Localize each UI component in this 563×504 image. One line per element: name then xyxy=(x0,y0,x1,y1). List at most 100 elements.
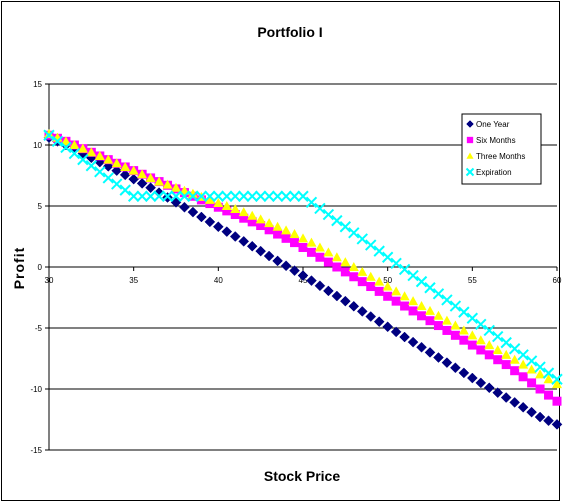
data-point xyxy=(229,231,241,242)
data-point xyxy=(196,211,207,223)
data-point xyxy=(484,350,494,360)
data-point xyxy=(222,206,232,216)
data-point xyxy=(145,172,156,182)
data-point xyxy=(483,382,495,394)
data-point xyxy=(398,263,411,276)
data-point xyxy=(127,190,140,202)
data-point xyxy=(500,336,512,349)
data-point xyxy=(450,330,460,340)
data-point xyxy=(179,201,190,213)
data-point xyxy=(373,316,385,328)
data-point xyxy=(103,154,114,164)
data-point xyxy=(111,158,122,168)
data-point xyxy=(171,182,181,192)
data-point xyxy=(390,326,402,338)
data-point xyxy=(255,214,266,224)
data-point xyxy=(170,190,182,202)
data-point xyxy=(534,411,546,423)
data-point xyxy=(449,300,462,312)
data-point xyxy=(255,245,267,257)
x-tick-label: 60 xyxy=(553,276,562,285)
data-point xyxy=(120,161,131,171)
data-point xyxy=(323,247,334,257)
data-point xyxy=(492,387,504,399)
y-tick-label: 10 xyxy=(33,141,42,150)
data-point xyxy=(136,190,148,202)
data-point xyxy=(509,354,520,364)
data-point xyxy=(348,227,360,239)
data-point xyxy=(51,135,64,148)
data-point xyxy=(339,295,351,307)
data-point xyxy=(551,373,563,385)
data-point xyxy=(212,190,225,202)
data-point xyxy=(340,267,350,277)
data-point xyxy=(465,167,475,177)
data-point xyxy=(365,311,377,322)
data-point xyxy=(408,306,418,316)
data-point xyxy=(475,377,487,389)
data-point xyxy=(543,415,554,427)
legend-entry: Six Months xyxy=(466,136,516,145)
data-point xyxy=(230,210,240,220)
data-point xyxy=(314,202,326,215)
data-point xyxy=(264,225,274,235)
data-point xyxy=(331,252,342,262)
data-point xyxy=(213,197,224,207)
y-axis-label: Profit xyxy=(11,247,27,290)
data-point xyxy=(458,306,470,318)
data-point xyxy=(459,335,469,345)
data-point xyxy=(552,396,562,406)
data-point xyxy=(425,305,435,315)
data-point xyxy=(229,190,241,202)
data-point xyxy=(280,260,292,272)
data-point xyxy=(306,237,317,247)
data-point xyxy=(356,233,368,245)
data-point xyxy=(272,221,283,231)
data-point xyxy=(238,207,249,217)
x-tick-label: 50 xyxy=(383,276,392,285)
data-point xyxy=(305,196,318,209)
data-point xyxy=(492,330,504,343)
data-point xyxy=(466,120,474,128)
data-point xyxy=(374,286,384,296)
data-point xyxy=(187,190,199,202)
data-point xyxy=(518,359,529,369)
data-point xyxy=(280,190,292,202)
data-point xyxy=(399,291,410,301)
data-point xyxy=(510,366,520,376)
data-point xyxy=(365,271,376,281)
data-point xyxy=(264,218,275,228)
data-point xyxy=(475,335,486,345)
data-point xyxy=(551,419,563,430)
data-point xyxy=(433,310,444,320)
data-point xyxy=(442,325,452,335)
data-point xyxy=(467,340,477,350)
series-three-months xyxy=(44,129,562,389)
data-point xyxy=(204,190,216,202)
data-point xyxy=(204,194,215,204)
data-point xyxy=(416,341,427,353)
data-point xyxy=(119,169,131,181)
data-point xyxy=(281,225,292,235)
data-point xyxy=(239,213,249,223)
data-point xyxy=(332,262,342,272)
data-point xyxy=(331,214,343,227)
data-point xyxy=(542,367,555,379)
data-point xyxy=(525,355,538,367)
data-point xyxy=(314,280,326,292)
data-point xyxy=(154,176,165,186)
data-point xyxy=(289,265,300,277)
data-point xyxy=(213,202,223,212)
data-point xyxy=(517,349,529,361)
y-tick-label: 5 xyxy=(38,202,43,211)
data-point xyxy=(493,355,503,365)
data-point xyxy=(475,318,487,331)
data-point xyxy=(407,269,419,282)
y-tick-label: -15 xyxy=(30,446,42,455)
data-point xyxy=(466,312,479,324)
data-point xyxy=(69,140,80,149)
data-point xyxy=(424,282,436,294)
legend-label: One Year xyxy=(476,120,510,129)
data-point xyxy=(466,372,478,384)
data-point xyxy=(517,401,529,413)
